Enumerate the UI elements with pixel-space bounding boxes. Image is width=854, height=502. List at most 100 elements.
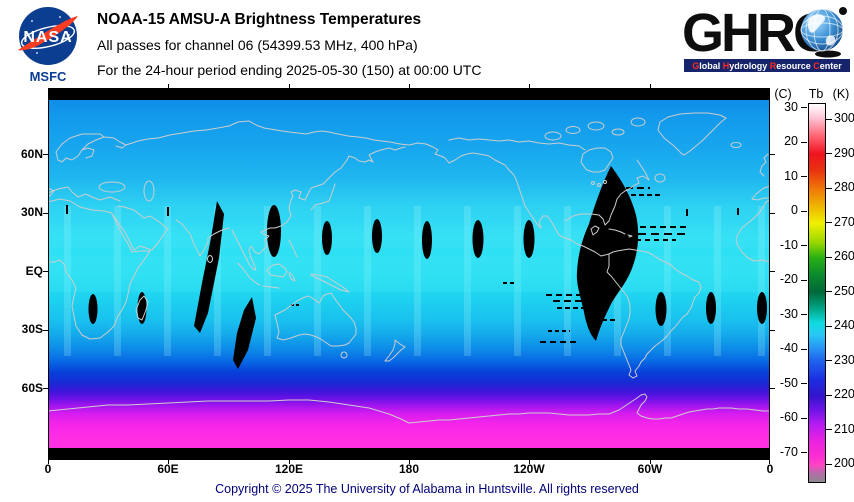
celsius-tick-label: 20 — [784, 134, 798, 148]
lat-tick-right — [770, 213, 775, 214]
kelvin-tick-label: 210 — [834, 422, 854, 436]
swath-streaks — [64, 206, 765, 356]
top-tick — [529, 84, 530, 88]
celsius-tick — [801, 176, 807, 177]
lon-label-0e: 0 — [44, 462, 52, 476]
bottom-tick — [48, 460, 49, 464]
brightness-temperature-map — [47, 87, 771, 461]
lat-tick — [43, 388, 48, 389]
tb-field — [48, 88, 770, 460]
kelvin-tick-label: 280 — [834, 180, 854, 194]
top-tick — [409, 84, 410, 88]
nasa-meatball-icon: NASA — [18, 7, 78, 65]
celsius-tick-label: -70 — [779, 445, 798, 459]
lat-tick-right — [770, 388, 775, 389]
lat-tick — [43, 330, 48, 331]
celsius-tick-label: 0 — [791, 203, 798, 217]
lat-label-eq: EQ — [25, 264, 43, 278]
celsius-tick-label: -30 — [779, 307, 798, 321]
lon-label-120w: 120W — [513, 462, 545, 476]
kelvin-tick-label: 220 — [834, 387, 854, 401]
kelvin-tick — [826, 429, 832, 430]
kelvin-tick-label: 230 — [834, 353, 854, 367]
celsius-tick-label: -10 — [779, 238, 798, 252]
bottom-tick — [769, 460, 770, 464]
celsius-tick — [801, 211, 807, 212]
kelvin-tick-label: 270 — [834, 215, 854, 229]
celsius-tick — [801, 452, 807, 453]
kelvin-tick — [826, 360, 832, 361]
kelvin-tick — [826, 464, 832, 465]
lon-label-180: 180 — [398, 462, 420, 476]
colorbar-unit-kelvin: (K) — [832, 87, 850, 101]
colorbar-unit-celsius: (C) — [774, 87, 792, 101]
kelvin-tick-label: 290 — [834, 146, 854, 160]
lat-label-60n: 60N — [20, 147, 43, 161]
page-title: NOAA-15 AMSU-A Brightness Temperatures — [97, 11, 422, 28]
copyright-text: Copyright © 2025 The University of Alaba… — [215, 482, 639, 496]
tagline-h: H — [722, 60, 730, 71]
celsius-tick — [801, 383, 807, 384]
celsius-tick — [801, 107, 807, 108]
world-map-image — [47, 87, 771, 461]
lon-label-0w: 0 — [766, 462, 774, 476]
colorbar-unit-tb: Tb — [808, 87, 824, 101]
lon-label-60w: 60W — [637, 462, 663, 476]
tagline-g: G — [692, 60, 700, 71]
celsius-tick-label: -40 — [779, 341, 798, 355]
svg-text:NASA: NASA — [23, 29, 72, 46]
kelvin-tick — [826, 257, 832, 258]
bottom-tick — [289, 460, 290, 464]
kelvin-tick-label: 260 — [834, 249, 854, 263]
lat-label-30s: 30S — [21, 322, 43, 336]
kelvin-tick — [826, 395, 832, 396]
kelvin-tick-label: 250 — [834, 284, 854, 298]
south-polar-gap-band — [48, 448, 770, 460]
lon-label-60e: 60E — [157, 462, 179, 476]
celsius-tick — [801, 245, 807, 246]
kelvin-tick — [826, 326, 832, 327]
bottom-tick — [650, 460, 651, 464]
top-tick — [168, 84, 169, 88]
tagline-r: R — [769, 60, 777, 71]
kelvin-tick — [826, 119, 832, 120]
lon-label-120e: 120E — [274, 462, 304, 476]
celsius-tick — [801, 280, 807, 281]
msfc-label: MSFC — [29, 69, 67, 84]
lat-label-60s: 60S — [21, 381, 43, 395]
lat-tick-right — [770, 154, 775, 155]
celsius-tick-label: -20 — [779, 272, 798, 286]
kelvin-tick — [826, 291, 832, 292]
lat-tick — [43, 213, 48, 214]
lat-tick — [43, 271, 48, 272]
celsius-tick-label: 30 — [784, 100, 798, 114]
lat-tick-right — [770, 271, 775, 272]
north-polar-gap-band — [48, 88, 770, 100]
channel-subtitle: All passes for channel 06 (54399.53 MHz,… — [97, 37, 418, 53]
bottom-tick — [409, 460, 410, 464]
celsius-tick-label: -60 — [779, 410, 798, 424]
kelvin-tick-label: 200 — [834, 456, 854, 470]
bottom-tick — [529, 460, 530, 464]
celsius-tick — [801, 142, 807, 143]
kelvin-tick — [826, 222, 832, 223]
celsius-tick-label: 10 — [784, 169, 798, 183]
coastlines — [47, 112, 771, 424]
kelvin-tick — [826, 188, 832, 189]
data-gaps — [66, 166, 767, 369]
celsius-tick — [801, 349, 807, 350]
kelvin-tick — [826, 153, 832, 154]
lat-tick — [43, 154, 48, 155]
tagline-c: C — [813, 60, 820, 71]
celsius-tick-label: -50 — [779, 376, 798, 390]
kelvin-tick-label: 240 — [834, 318, 854, 332]
kelvin-tick-label: 300 — [834, 111, 854, 125]
ghrc-logo: GHRC — [682, 2, 852, 63]
bottom-tick — [168, 460, 169, 464]
scanline-gaps — [291, 187, 690, 343]
top-tick — [650, 84, 651, 88]
lat-tick-right — [770, 330, 775, 331]
equator-bright-band — [48, 256, 770, 292]
